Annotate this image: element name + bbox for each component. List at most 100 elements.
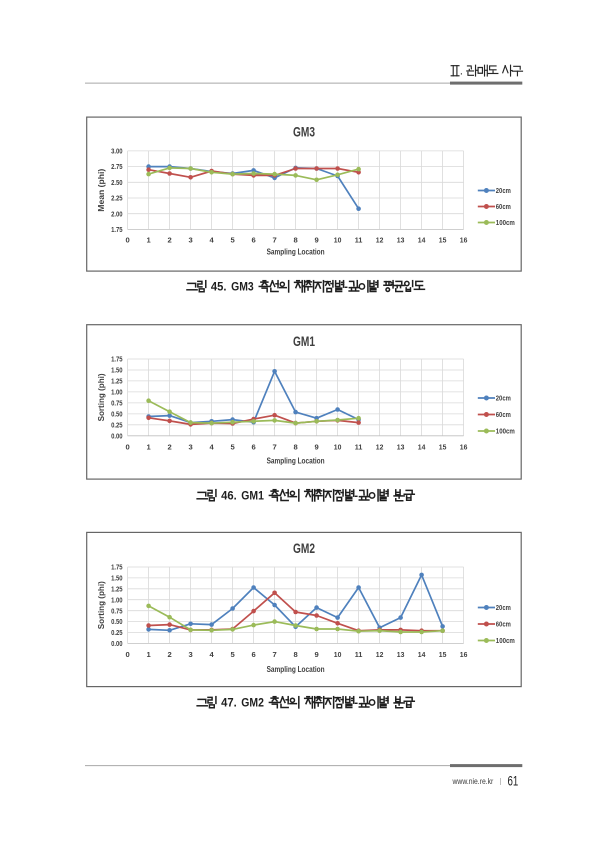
svg-text:100cm: 100cm (496, 427, 515, 436)
svg-text:GM1: GM1 (293, 334, 315, 349)
svg-text:20cm: 20cm (496, 394, 511, 403)
svg-text:GM1: GM1 (241, 489, 264, 503)
svg-text:Sampling Location: Sampling Location (267, 665, 325, 674)
svg-text:47.: 47. (221, 696, 237, 710)
svg-text:10: 10 (334, 236, 342, 245)
svg-text:-: - (354, 489, 358, 503)
svg-text:1.00: 1.00 (111, 595, 123, 604)
svg-text:0.75: 0.75 (111, 606, 123, 615)
svg-text:4: 4 (209, 442, 214, 451)
svg-text:-: - (344, 280, 348, 294)
svg-text:1.75: 1.75 (111, 563, 123, 572)
svg-text:1: 1 (146, 236, 151, 245)
svg-text:13: 13 (397, 650, 405, 659)
svg-text:14: 14 (418, 650, 426, 659)
svg-text:4: 4 (209, 236, 214, 245)
svg-text:20cm: 20cm (496, 603, 511, 612)
svg-text:3: 3 (188, 236, 192, 245)
svg-text:9: 9 (314, 236, 318, 245)
svg-text:100cm: 100cm (496, 636, 515, 645)
svg-text:11: 11 (355, 236, 363, 245)
svg-text:GM3: GM3 (231, 280, 254, 294)
svg-text:0: 0 (125, 650, 129, 659)
svg-text:8: 8 (293, 442, 297, 451)
svg-text:8: 8 (293, 236, 297, 245)
svg-text:14: 14 (418, 442, 426, 451)
svg-text:11: 11 (355, 442, 363, 451)
svg-text:8: 8 (293, 650, 297, 659)
svg-text:0: 0 (125, 236, 129, 245)
svg-text:2: 2 (167, 442, 171, 451)
svg-text:15: 15 (439, 442, 447, 451)
svg-text:5: 5 (230, 236, 235, 245)
svg-text:12: 12 (376, 650, 384, 659)
svg-text:Sorting (phi): Sorting (phi) (97, 373, 106, 421)
svg-text:60cm: 60cm (496, 202, 511, 211)
svg-text:1: 1 (146, 650, 151, 659)
svg-text:0: 0 (125, 442, 129, 451)
svg-text:16: 16 (460, 442, 468, 451)
svg-text:7: 7 (272, 236, 276, 245)
svg-text:0.50: 0.50 (111, 617, 123, 626)
svg-text:0.00: 0.00 (111, 639, 123, 648)
svg-text:-: - (354, 696, 358, 710)
svg-text:1.75: 1.75 (111, 355, 123, 364)
svg-text:2: 2 (167, 236, 171, 245)
svg-text:7: 7 (272, 650, 276, 659)
svg-text:11: 11 (355, 650, 363, 659)
svg-text:4: 4 (209, 650, 214, 659)
svg-text:45.: 45. (211, 280, 227, 294)
svg-text:Sampling Location: Sampling Location (267, 456, 325, 465)
svg-text:0.25: 0.25 (111, 420, 123, 429)
svg-text:2.00: 2.00 (111, 209, 123, 218)
svg-text:46.: 46. (221, 489, 237, 503)
svg-text:|: | (500, 777, 502, 786)
svg-text:GM2: GM2 (241, 696, 264, 710)
svg-text:1.00: 1.00 (111, 388, 123, 397)
svg-text:10: 10 (334, 442, 342, 451)
svg-text:2.75: 2.75 (111, 162, 123, 171)
svg-text:6: 6 (251, 442, 255, 451)
svg-text:GM2: GM2 (293, 541, 315, 556)
svg-text:20cm: 20cm (496, 186, 511, 195)
svg-text:www.nie.re.kr: www.nie.re.kr (452, 777, 494, 786)
svg-text:7: 7 (272, 442, 276, 451)
svg-text:1.25: 1.25 (111, 584, 123, 593)
svg-text:6: 6 (251, 650, 255, 659)
svg-text:16: 16 (460, 236, 468, 245)
svg-text:3: 3 (188, 442, 192, 451)
svg-text:60cm: 60cm (496, 620, 511, 629)
svg-text:15: 15 (439, 236, 447, 245)
svg-text:9: 9 (314, 442, 318, 451)
svg-text:61: 61 (508, 773, 519, 788)
svg-text:13: 13 (397, 442, 405, 451)
svg-text:60cm: 60cm (496, 410, 511, 419)
svg-text:10: 10 (334, 650, 342, 659)
svg-text:3.00: 3.00 (111, 147, 123, 156)
svg-text:0.00: 0.00 (111, 431, 123, 440)
svg-text:2: 2 (167, 650, 171, 659)
svg-text:6: 6 (251, 236, 255, 245)
svg-text:16: 16 (460, 650, 468, 659)
svg-text:Sorting (phi): Sorting (phi) (97, 581, 106, 629)
svg-text:5: 5 (230, 650, 235, 659)
svg-text:1: 1 (146, 442, 151, 451)
svg-text:1.25: 1.25 (111, 377, 123, 386)
svg-text:Sampling Location: Sampling Location (267, 248, 325, 257)
svg-text:12: 12 (376, 236, 384, 245)
svg-text:2.50: 2.50 (111, 178, 123, 187)
svg-text:0.50: 0.50 (111, 410, 123, 419)
svg-text:100cm: 100cm (496, 218, 515, 227)
svg-text:1.50: 1.50 (111, 366, 123, 375)
svg-text:GM3: GM3 (293, 124, 315, 139)
svg-text:0.25: 0.25 (111, 628, 123, 637)
svg-text:1.75: 1.75 (111, 225, 123, 234)
svg-text:14: 14 (418, 236, 426, 245)
svg-text:0.75: 0.75 (111, 399, 123, 408)
svg-text:9: 9 (314, 650, 318, 659)
svg-text:15: 15 (439, 650, 447, 659)
svg-text:Mean (phi): Mean (phi) (97, 168, 106, 211)
svg-text:3: 3 (188, 650, 192, 659)
svg-text:1.50: 1.50 (111, 574, 123, 583)
svg-text:2.25: 2.25 (111, 194, 123, 203)
